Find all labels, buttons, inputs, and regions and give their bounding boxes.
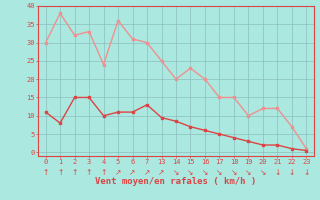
Text: ↑: ↑: [86, 168, 92, 177]
Text: ↗: ↗: [129, 168, 136, 177]
Text: ↗: ↗: [115, 168, 121, 177]
Text: ↘: ↘: [245, 168, 252, 177]
Text: ↘: ↘: [173, 168, 179, 177]
Text: ↗: ↗: [158, 168, 165, 177]
Text: ↘: ↘: [202, 168, 208, 177]
Text: ↑: ↑: [71, 168, 78, 177]
Text: ↑: ↑: [57, 168, 63, 177]
Text: ↓: ↓: [274, 168, 281, 177]
Text: ↘: ↘: [187, 168, 194, 177]
Text: ↓: ↓: [303, 168, 309, 177]
Text: ↘: ↘: [216, 168, 223, 177]
Text: ↑: ↑: [43, 168, 49, 177]
Text: ↓: ↓: [289, 168, 295, 177]
Text: ↑: ↑: [100, 168, 107, 177]
Text: ↘: ↘: [260, 168, 266, 177]
Text: ↘: ↘: [231, 168, 237, 177]
X-axis label: Vent moyen/en rafales ( km/h ): Vent moyen/en rafales ( km/h ): [95, 177, 257, 186]
Text: ↗: ↗: [144, 168, 150, 177]
